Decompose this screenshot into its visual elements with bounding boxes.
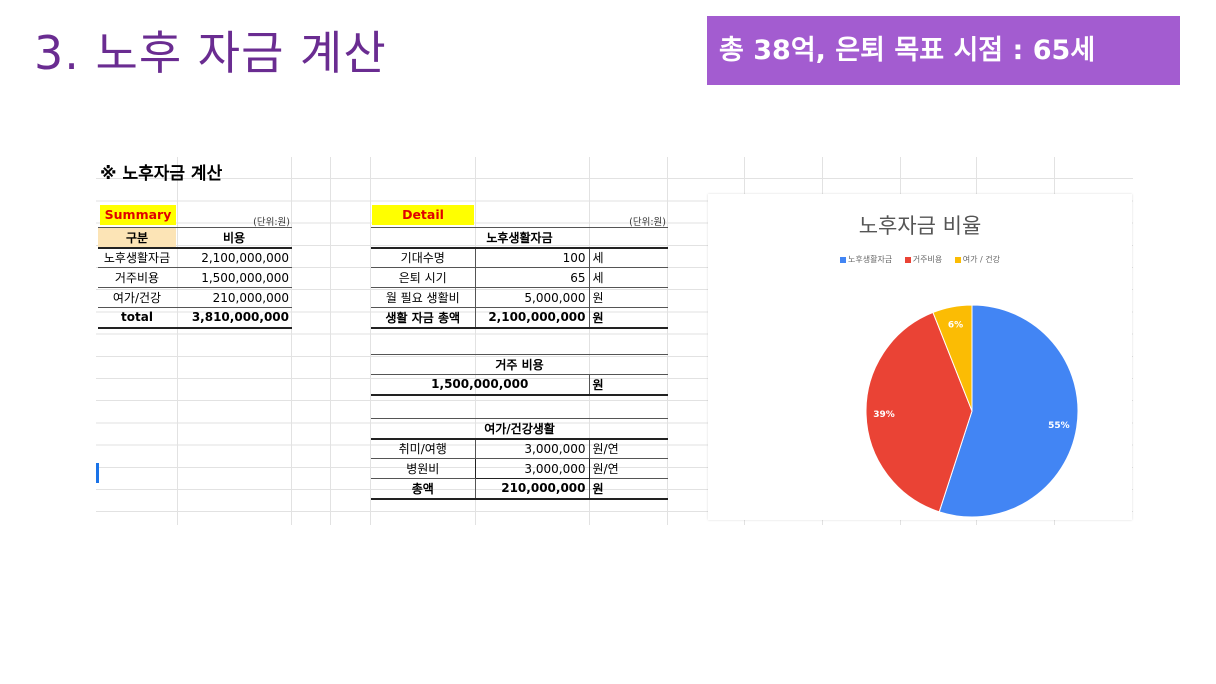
summary-item: 거주비용: [98, 267, 176, 288]
leisure-total-label: 총액: [371, 478, 475, 500]
pie-data-label: 55%: [1048, 421, 1070, 431]
pie-chart[interactable]: 노후자금 비율 노후생활자금 거주비용 여가 / 건강 55% 39% 6%: [708, 194, 1132, 520]
chart-title: 노후자금 비율: [858, 214, 982, 238]
leisure-title: 여가/건강생활: [371, 418, 669, 440]
table-row: 월 필요 생활비 5,000,000 원: [371, 287, 669, 308]
detail-label-cell: 취미/여행: [371, 438, 475, 459]
detail-label-cell: 은퇴 시기: [371, 267, 475, 288]
table-row: 여가/건강 210,000,000: [98, 287, 292, 308]
summary-total-item: total: [98, 307, 176, 329]
legend-label: 노후생활자금: [848, 255, 893, 264]
detail-value-cell: 100: [474, 247, 589, 268]
table-row: 병원비 3,000,000 원/연: [371, 458, 669, 479]
detail-unit-cell: 원/연: [588, 458, 669, 479]
summary-cost: 2,100,000,000: [176, 247, 292, 268]
table-row: 취미/여행 3,000,000 원/연: [371, 438, 669, 459]
housing-value: 1,500,000,000: [371, 374, 589, 396]
detail-label-cell: 병원비: [371, 458, 475, 479]
living-fund-total-row: 생활 자금 총액 2,100,000,000 원: [371, 307, 669, 329]
housing-table: 거주 비용 1,500,000,000 원: [371, 354, 668, 396]
table-row: 은퇴 시기 65 세: [371, 267, 669, 288]
leisure-health-table: 여가/건강생활 취미/여행 3,000,000 원/연 병원비 3,000,00…: [371, 418, 669, 500]
legend-item: 노후생활자금: [840, 255, 892, 264]
table-row: 노후생활자금 2,100,000,000: [98, 247, 292, 268]
summary-item: 여가/건강: [98, 287, 176, 308]
detail-label: Detail: [372, 205, 474, 225]
legend-swatch: [954, 256, 961, 263]
legend-item: 여가 / 건강: [954, 255, 1000, 264]
sheet-title: ※ 노후자금 계산: [100, 164, 223, 184]
detail-unit-cell: 원/연: [588, 438, 669, 459]
living-fund-table: 노후생활자금 기대수명 100 세 은퇴 시기 65 세 월 필요 생활비 5,…: [371, 227, 669, 329]
table-row: 기대수명 100 세: [371, 247, 669, 268]
living-total-value: 2,100,000,000: [474, 307, 589, 329]
leisure-total-row: 총액 210,000,000 원: [371, 478, 669, 500]
pie-slice[interactable]: [938, 304, 1079, 518]
summary-banner: 총 38억, 은퇴 목표 시점 : 65세: [707, 16, 1180, 85]
leisure-title-row: 여가/건강생활: [371, 418, 669, 440]
legend-label: 거주비용: [912, 255, 943, 264]
living-fund-title-row: 노후생활자금: [371, 227, 669, 249]
summary-total-row: total 3,810,000,000: [98, 307, 292, 329]
legend-swatch: [840, 256, 847, 263]
summary-unit: (단위:원): [253, 217, 290, 228]
summary-label: Summary: [100, 205, 176, 225]
chart-legend: 노후생활자금 거주비용 여가 / 건강: [708, 254, 1132, 265]
pie-data-label: 6%: [948, 321, 963, 331]
summary-header-row: 구분 비용: [98, 227, 292, 249]
pie-data-label: 39%: [873, 410, 895, 420]
housing-value-row: 1,500,000,000 원: [371, 374, 668, 396]
housing-unit: 원: [588, 374, 668, 396]
summary-total-cost: 3,810,000,000: [176, 307, 292, 329]
detail-unit-cell: 세: [588, 267, 669, 288]
detail-label-cell: 기대수명: [371, 247, 475, 268]
summary-cost: 1,500,000,000: [176, 267, 292, 288]
living-fund-title: 노후생활자금: [371, 227, 669, 249]
leisure-total-unit: 원: [588, 478, 669, 500]
living-total-unit: 원: [588, 307, 669, 329]
detail-label-cell: 월 필요 생활비: [371, 287, 475, 308]
detail-value-cell: 3,000,000: [474, 438, 589, 459]
summary-cost: 210,000,000: [176, 287, 292, 308]
summary-table: 구분 비용 노후생활자금 2,100,000,000 거주비용 1,500,00…: [98, 227, 292, 329]
summary-header-item: 구분: [98, 227, 176, 249]
detail-unit: (단위:원): [629, 217, 666, 228]
pie-slice[interactable]: [865, 311, 973, 513]
row-selection-marker: [96, 463, 99, 483]
detail-value-cell: 65: [474, 267, 589, 288]
housing-title-row: 거주 비용: [371, 354, 668, 375]
detail-unit-cell: 세: [588, 247, 669, 268]
table-row: 거주비용 1,500,000,000: [98, 267, 292, 288]
detail-value-cell: 5,000,000: [474, 287, 589, 308]
summary-header-cost: 비용: [176, 227, 292, 249]
pie-slice[interactable]: [932, 304, 973, 412]
legend-swatch: [904, 256, 911, 263]
detail-value-cell-selected[interactable]: 3,000,000: [474, 458, 590, 479]
summary-item: 노후생활자금: [98, 247, 176, 268]
pie-svg: 55% 39% 6%: [865, 304, 1079, 518]
leisure-total-value: 210,000,000: [474, 478, 589, 500]
slide-title: 3. 노후 자금 계산: [34, 26, 387, 80]
legend-item: 거주비용: [904, 255, 943, 264]
detail-unit-cell: 원: [588, 287, 669, 308]
housing-title: 거주 비용: [371, 354, 668, 375]
legend-label: 여가 / 건강: [962, 255, 1000, 264]
living-total-label: 생활 자금 총액: [371, 307, 475, 329]
